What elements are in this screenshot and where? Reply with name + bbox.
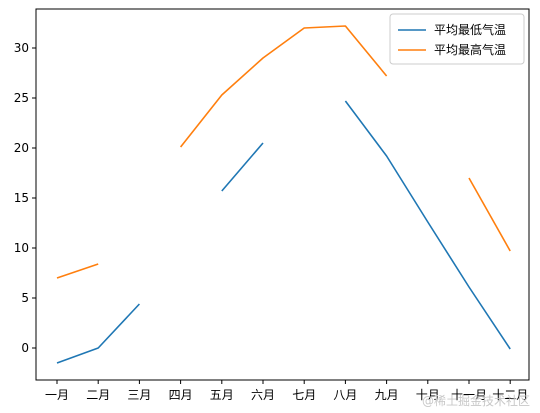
y-tick-label: 30	[14, 41, 29, 55]
legend-label-max: 平均最高气温	[434, 42, 506, 57]
y-tick-label: 20	[14, 141, 29, 155]
x-axis: 一月 二月 三月 四月 五月 六月 七月 八月 九月 十月 十一月 十二月	[45, 380, 528, 402]
series-layer	[56, 25, 511, 364]
x-tick-label: 九月	[375, 388, 399, 402]
x-tick-label: 四月	[169, 388, 193, 402]
x-tick-label: 三月	[127, 388, 151, 402]
series-line-max	[468, 177, 511, 252]
series-line-min	[221, 142, 264, 192]
series-line-max	[179, 25, 388, 148]
x-tick-label: 二月	[86, 388, 110, 402]
watermark: @稀土掘金技术社区	[422, 393, 530, 408]
axes-frame	[35, 8, 530, 381]
x-tick-label: 五月	[210, 388, 234, 402]
x-tick-label: 七月	[292, 388, 316, 402]
series-line-max	[56, 263, 99, 279]
y-tick-label: 10	[14, 241, 29, 255]
legend: 平均最低气温 平均最高气温	[389, 13, 525, 65]
plot-frame	[35, 8, 530, 381]
x-tick-label: 十一月	[451, 388, 487, 402]
y-tick-label: 5	[21, 291, 29, 305]
x-tick-label: 十月	[416, 388, 440, 402]
x-tick-label: 八月	[333, 388, 357, 402]
x-tick-label: 一月	[45, 388, 69, 402]
legend-label-min: 平均最低气温	[434, 22, 506, 37]
series-line-min	[344, 100, 511, 350]
y-tick-label: 15	[14, 191, 29, 205]
y-tick-label: 25	[14, 91, 29, 105]
x-tick-label: 六月	[251, 388, 275, 402]
series-line-min	[56, 303, 140, 364]
y-axis: 0 5 10 15 20 25 30	[14, 41, 36, 355]
legend-box	[389, 13, 525, 65]
y-tick-label: 0	[21, 341, 29, 355]
x-tick-label: 十二月	[492, 388, 528, 402]
